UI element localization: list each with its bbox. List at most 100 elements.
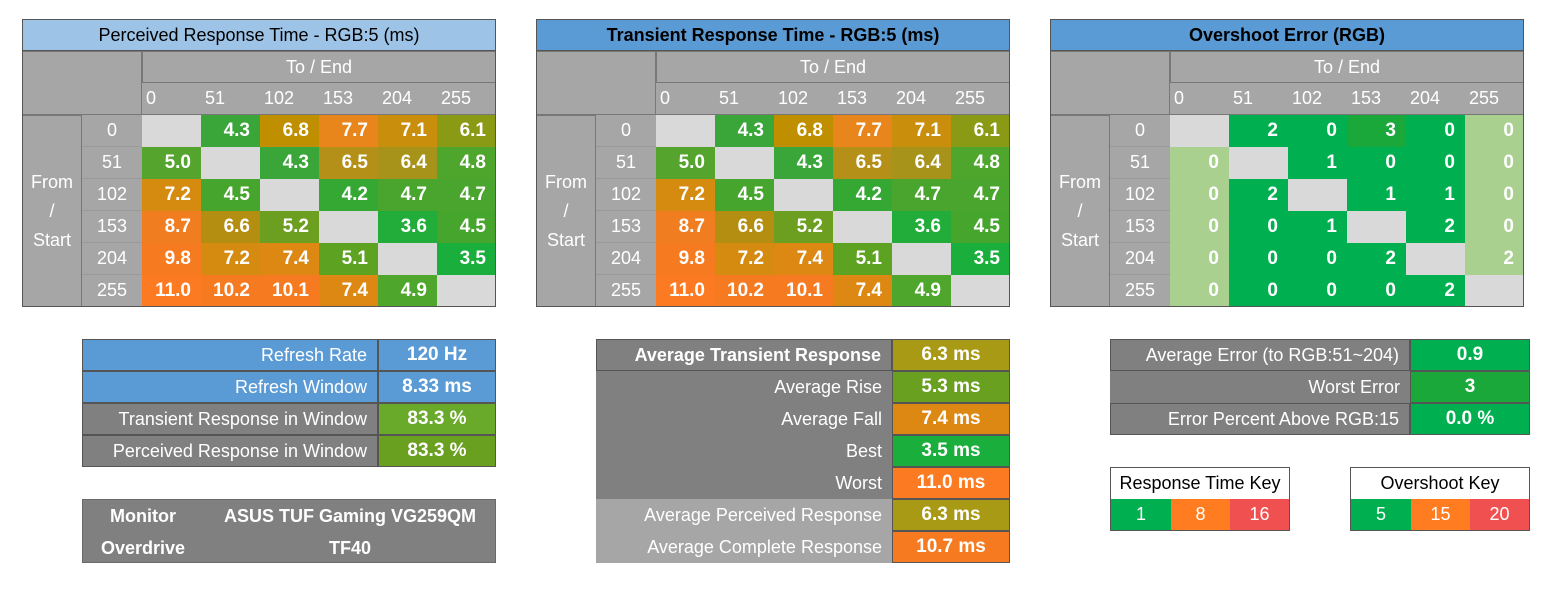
overdrive-label: Overdrive: [100, 537, 186, 558]
matrix-cell: 5.0: [656, 147, 715, 179]
avg-fall-value: 7.4 ms: [892, 403, 1010, 435]
matrix-cell: 3: [1347, 115, 1406, 147]
transient-in-window-label: Transient Response in Window: [82, 403, 378, 435]
refresh-rate-value: 120 Hz: [378, 339, 496, 371]
from-start-word: /: [49, 200, 55, 221]
overshoot-key: Overshoot Key 5 15 20: [1350, 467, 1530, 531]
from-start-header: From / Start: [536, 115, 596, 307]
matrix-cell: 7.2: [142, 179, 201, 211]
overshoot-table-title: Overshoot Error (RGB): [1050, 19, 1524, 51]
column-header-102: 102: [1288, 83, 1347, 115]
column-header-204: 204: [892, 83, 951, 115]
row-header-204: 204: [596, 243, 656, 275]
from-start-header: From / Start: [1050, 115, 1110, 307]
column-header-102: 102: [774, 83, 833, 115]
avg-perceived-value: 6.3 ms: [892, 499, 1010, 531]
matrix-cell: 10.2: [201, 275, 260, 307]
matrix-cell: 6.5: [319, 147, 378, 179]
matrix-cell: 0: [1229, 243, 1288, 275]
response-key-title: Response Time Key: [1119, 473, 1281, 493]
transient-table-title: Transient Response Time - RGB:5 (ms): [536, 19, 1010, 51]
matrix-cell: 0: [1170, 211, 1229, 243]
matrix-cell: 7.7: [319, 115, 378, 147]
worst-error-label: Worst Error: [1110, 371, 1410, 403]
matrix-cell: 5.2: [260, 211, 319, 243]
matrix-cell: 2: [1406, 275, 1465, 307]
column-header-255: 255: [437, 83, 496, 115]
matrix-cell: 6.8: [774, 115, 833, 147]
avg-perceived-label: Average Perceived Response: [596, 499, 892, 531]
row-header-51: 51: [82, 147, 142, 179]
matrix-cell: [656, 115, 715, 147]
matrix-cell: 0: [1170, 243, 1229, 275]
matrix-cell: [1406, 243, 1465, 275]
from-start-word: From: [545, 171, 587, 192]
refresh-window-value: 8.33 ms: [378, 371, 496, 403]
matrix-cell: 6.6: [715, 211, 774, 243]
matrix-cell: 4.3: [201, 115, 260, 147]
matrix-cell: 6.1: [437, 115, 496, 147]
avg-error-value: 0.9: [1410, 339, 1530, 371]
matrix-cell: 7.4: [260, 243, 319, 275]
matrix-cell: 0: [1406, 115, 1465, 147]
matrix-cell: [951, 275, 1010, 307]
matrix-cell: 0: [1465, 179, 1524, 211]
response-key-low: 1: [1111, 499, 1171, 530]
matrix-cell: 6.6: [201, 211, 260, 243]
row-header-102: 102: [596, 179, 656, 211]
matrix-cell: 0: [1229, 275, 1288, 307]
from-start-word: /: [1077, 200, 1083, 221]
transient-in-window-value: 83.3 %: [378, 403, 496, 435]
matrix-cell: 6.4: [892, 147, 951, 179]
matrix-cell: 7.1: [892, 115, 951, 147]
corner-block: [1050, 51, 1170, 115]
monitor-value: ASUS TUF Gaming VG259QM: [223, 505, 477, 526]
from-start-word: From: [1059, 171, 1101, 192]
response-key-high: 16: [1230, 499, 1289, 530]
row-header-102: 102: [1110, 179, 1170, 211]
error-percent-value: 0.0 %: [1410, 403, 1530, 435]
from-start-word: /: [563, 200, 569, 221]
row-header-102: 102: [82, 179, 142, 211]
row-header-153: 153: [1110, 211, 1170, 243]
matrix-cell: [378, 243, 437, 275]
matrix-cell: 0: [1288, 115, 1347, 147]
matrix-cell: 4.8: [951, 147, 1010, 179]
row-header-0: 0: [82, 115, 142, 147]
row-header-51: 51: [596, 147, 656, 179]
transient-summary-panel: Average Transient Response 6.3 ms Averag…: [596, 339, 1010, 563]
matrix-cell: 7.4: [774, 243, 833, 275]
response-time-key: Response Time Key 1 8 16: [1110, 467, 1290, 531]
row-header-51: 51: [1110, 147, 1170, 179]
matrix-cell: 0: [1465, 211, 1524, 243]
matrix-cell: 0: [1347, 147, 1406, 179]
avg-rise-label: Average Rise: [596, 371, 892, 403]
matrix-cell: 1: [1406, 179, 1465, 211]
matrix-cell: [142, 115, 201, 147]
matrix-cell: 1: [1347, 179, 1406, 211]
matrix-cell: 5.1: [833, 243, 892, 275]
matrix-cell: 0: [1465, 115, 1524, 147]
worst-value: 11.0 ms: [892, 467, 1010, 499]
matrix-cell: 2: [1406, 211, 1465, 243]
best-label: Best: [596, 435, 892, 467]
column-header-255: 255: [1465, 83, 1524, 115]
matrix-cell: [1229, 147, 1288, 179]
column-header-51: 51: [1229, 83, 1288, 115]
matrix-cell: 8.7: [656, 211, 715, 243]
perceived-in-window-label: Perceived Response in Window: [82, 435, 378, 467]
matrix-cell: 0: [1170, 179, 1229, 211]
matrix-cell: 4.5: [201, 179, 260, 211]
matrix-cell: 3.5: [437, 243, 496, 275]
overshoot-key-low: 5: [1351, 499, 1411, 530]
avg-complete-label: Average Complete Response: [596, 531, 892, 563]
matrix-cell: 4.7: [378, 179, 437, 211]
row-header-153: 153: [82, 211, 142, 243]
matrix-cell: 10.1: [260, 275, 319, 307]
matrix-cell: 5.1: [319, 243, 378, 275]
avg-fall-label: Average Fall: [596, 403, 892, 435]
to-end-header: To / End: [656, 51, 1010, 83]
column-header-153: 153: [833, 83, 892, 115]
column-header-153: 153: [319, 83, 378, 115]
matrix-cell: 4.5: [715, 179, 774, 211]
